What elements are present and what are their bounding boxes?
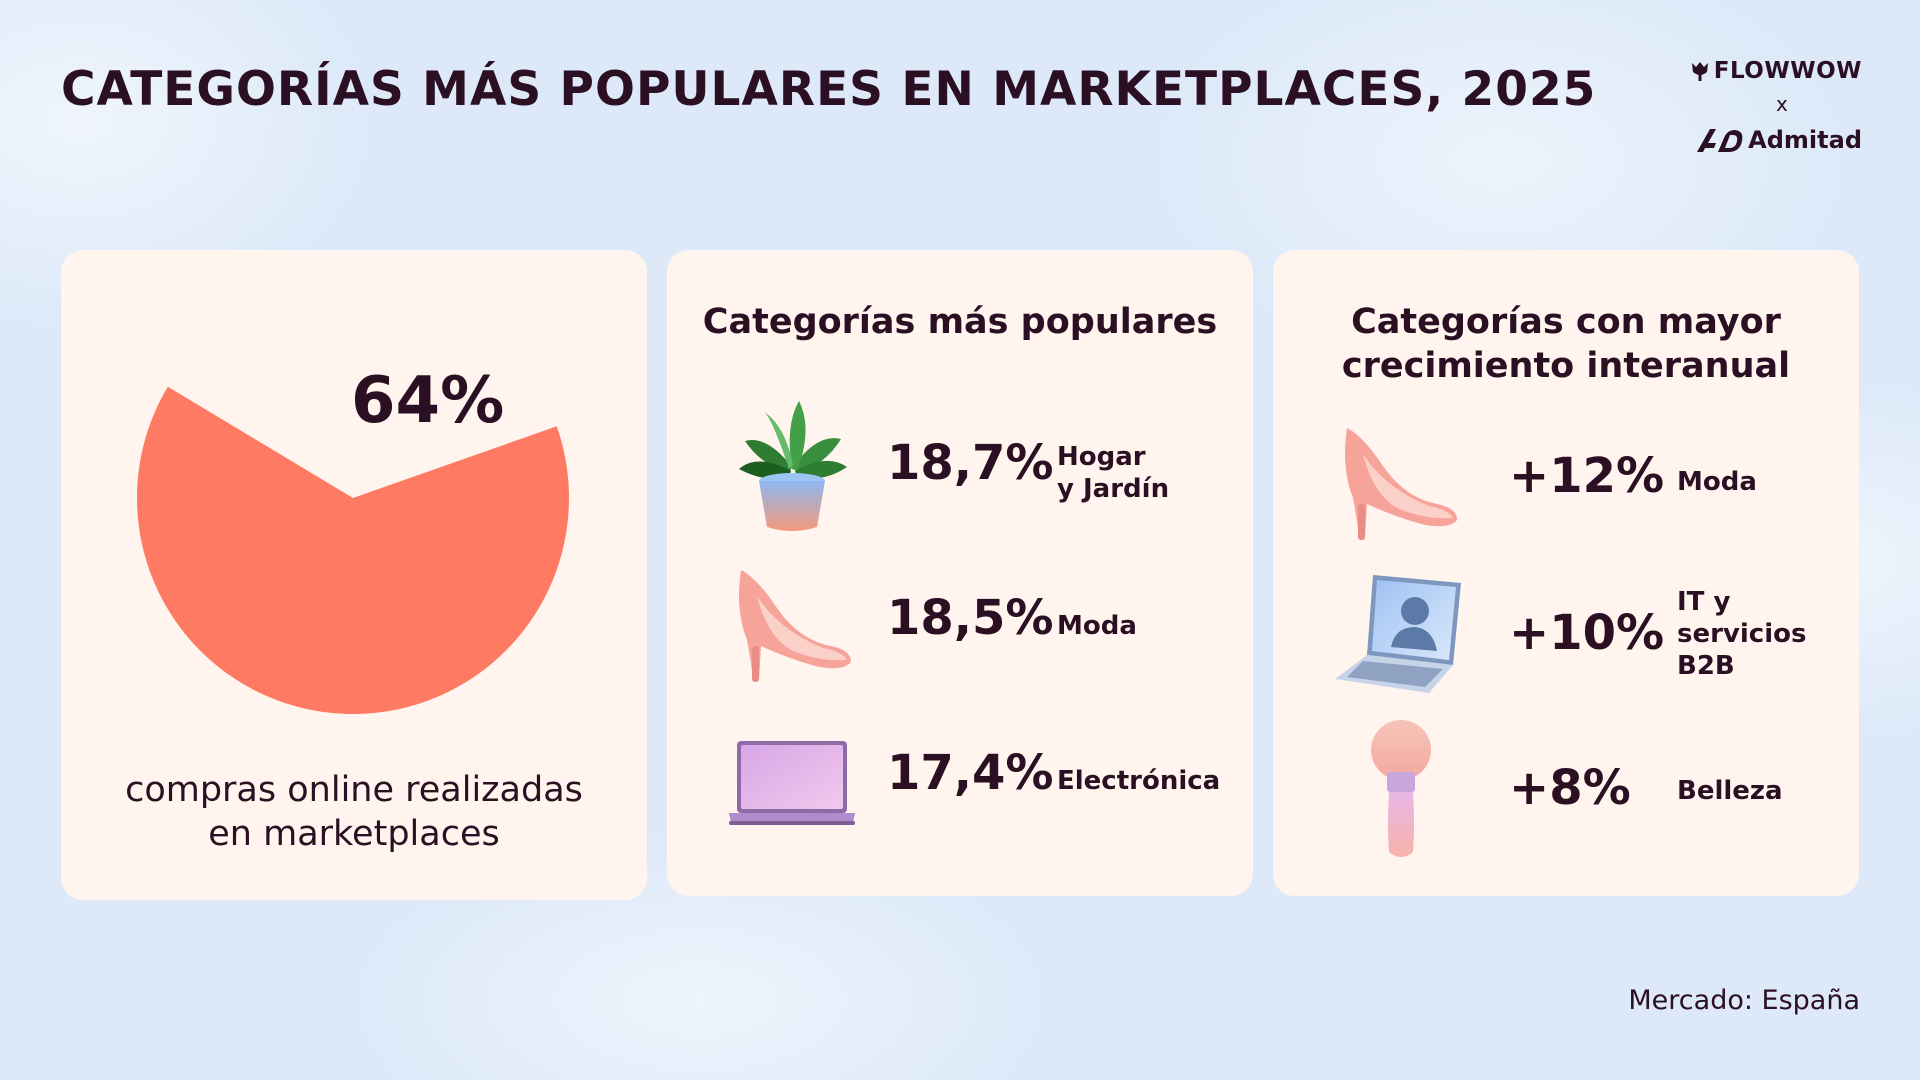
- growth-value: +10%: [1509, 605, 1665, 661]
- growth-label-line2: servicios: [1677, 619, 1807, 649]
- flowwow-name: FLOWWOW: [1713, 58, 1862, 84]
- laptop-icon: [729, 741, 855, 825]
- popular-categories-card: Categorías más populares 18,7% Hogar y J…: [667, 250, 1253, 896]
- pie-chart: [137, 386, 569, 714]
- pie-slice: [137, 386, 569, 714]
- admitad-logo: Admitad: [1694, 126, 1862, 154]
- category-value: 17,4%: [887, 745, 1054, 801]
- growth-categories-card: Categorías con mayor crecimiento interan…: [1273, 250, 1859, 896]
- growth-label: IT y servicios B2B: [1677, 586, 1847, 682]
- high-heel-icon: [739, 570, 851, 682]
- plant-icon: [739, 401, 847, 531]
- growth-label: Belleza: [1677, 776, 1783, 806]
- category-label-line2: y Jardín: [1057, 474, 1170, 504]
- category-label: Moda: [1057, 611, 1137, 641]
- growth-label: Moda: [1677, 467, 1757, 497]
- pie-data-label: 64%: [351, 364, 505, 438]
- flowwow-logo: FLOWWOW: [1690, 58, 1862, 84]
- popular-categories-heading: Categorías más populares: [702, 302, 1218, 342]
- category-label-line1: Hogar: [1057, 442, 1146, 472]
- high-heel-icon: [1345, 428, 1457, 540]
- brand-logos: FLOWWOW x Admitad: [1690, 54, 1862, 164]
- category-value: 18,7%: [887, 435, 1054, 491]
- brand-separator: x: [1776, 92, 1788, 116]
- pie-caption-line2: en marketplaces: [208, 814, 500, 854]
- category-label: Hogar y Jardín: [1057, 441, 1247, 505]
- category-row: 18,5% Moda: [667, 550, 1253, 690]
- growth-row: +12% Moda: [1273, 408, 1859, 548]
- growth-row: +8% Belleza: [1273, 720, 1859, 860]
- market-note: Mercado: España: [1628, 985, 1860, 1016]
- category-value: 18,5%: [887, 590, 1054, 646]
- growth-label-line1: IT y: [1677, 587, 1731, 617]
- tulip-icon: [1691, 62, 1708, 81]
- page-title: CATEGORÍAS MÁS POPULARES EN MARKETPLACES…: [61, 62, 1597, 117]
- growth-categories-heading: Categorías con mayor crecimiento interan…: [1283, 300, 1849, 388]
- growth-heading-line1: Categorías con mayor: [1351, 302, 1781, 342]
- marketplace-share-card: 64% compras online realizadas en marketp…: [61, 250, 647, 900]
- category-row: 18,7% Hogar y Jardín: [667, 395, 1253, 535]
- growth-heading-line2: crecimiento interanual: [1341, 346, 1791, 386]
- pie-caption: compras online realizadas en marketplace…: [81, 768, 627, 856]
- laptop-user-icon: [1335, 575, 1461, 693]
- growth-row: +10% IT y servicios B2B: [1273, 565, 1859, 705]
- growth-value: +8%: [1509, 760, 1631, 816]
- admitad-name: Admitad: [1748, 126, 1862, 154]
- pie-caption-line1: compras online realizadas: [125, 770, 583, 810]
- admitad-mark-icon: [1697, 129, 1743, 152]
- growth-label-line3: B2B: [1677, 651, 1735, 681]
- category-row: 17,4% Electrónica: [667, 705, 1253, 845]
- growth-value: +12%: [1509, 448, 1665, 504]
- category-label: Electrónica: [1057, 766, 1221, 796]
- makeup-brush-icon: [1371, 720, 1431, 857]
